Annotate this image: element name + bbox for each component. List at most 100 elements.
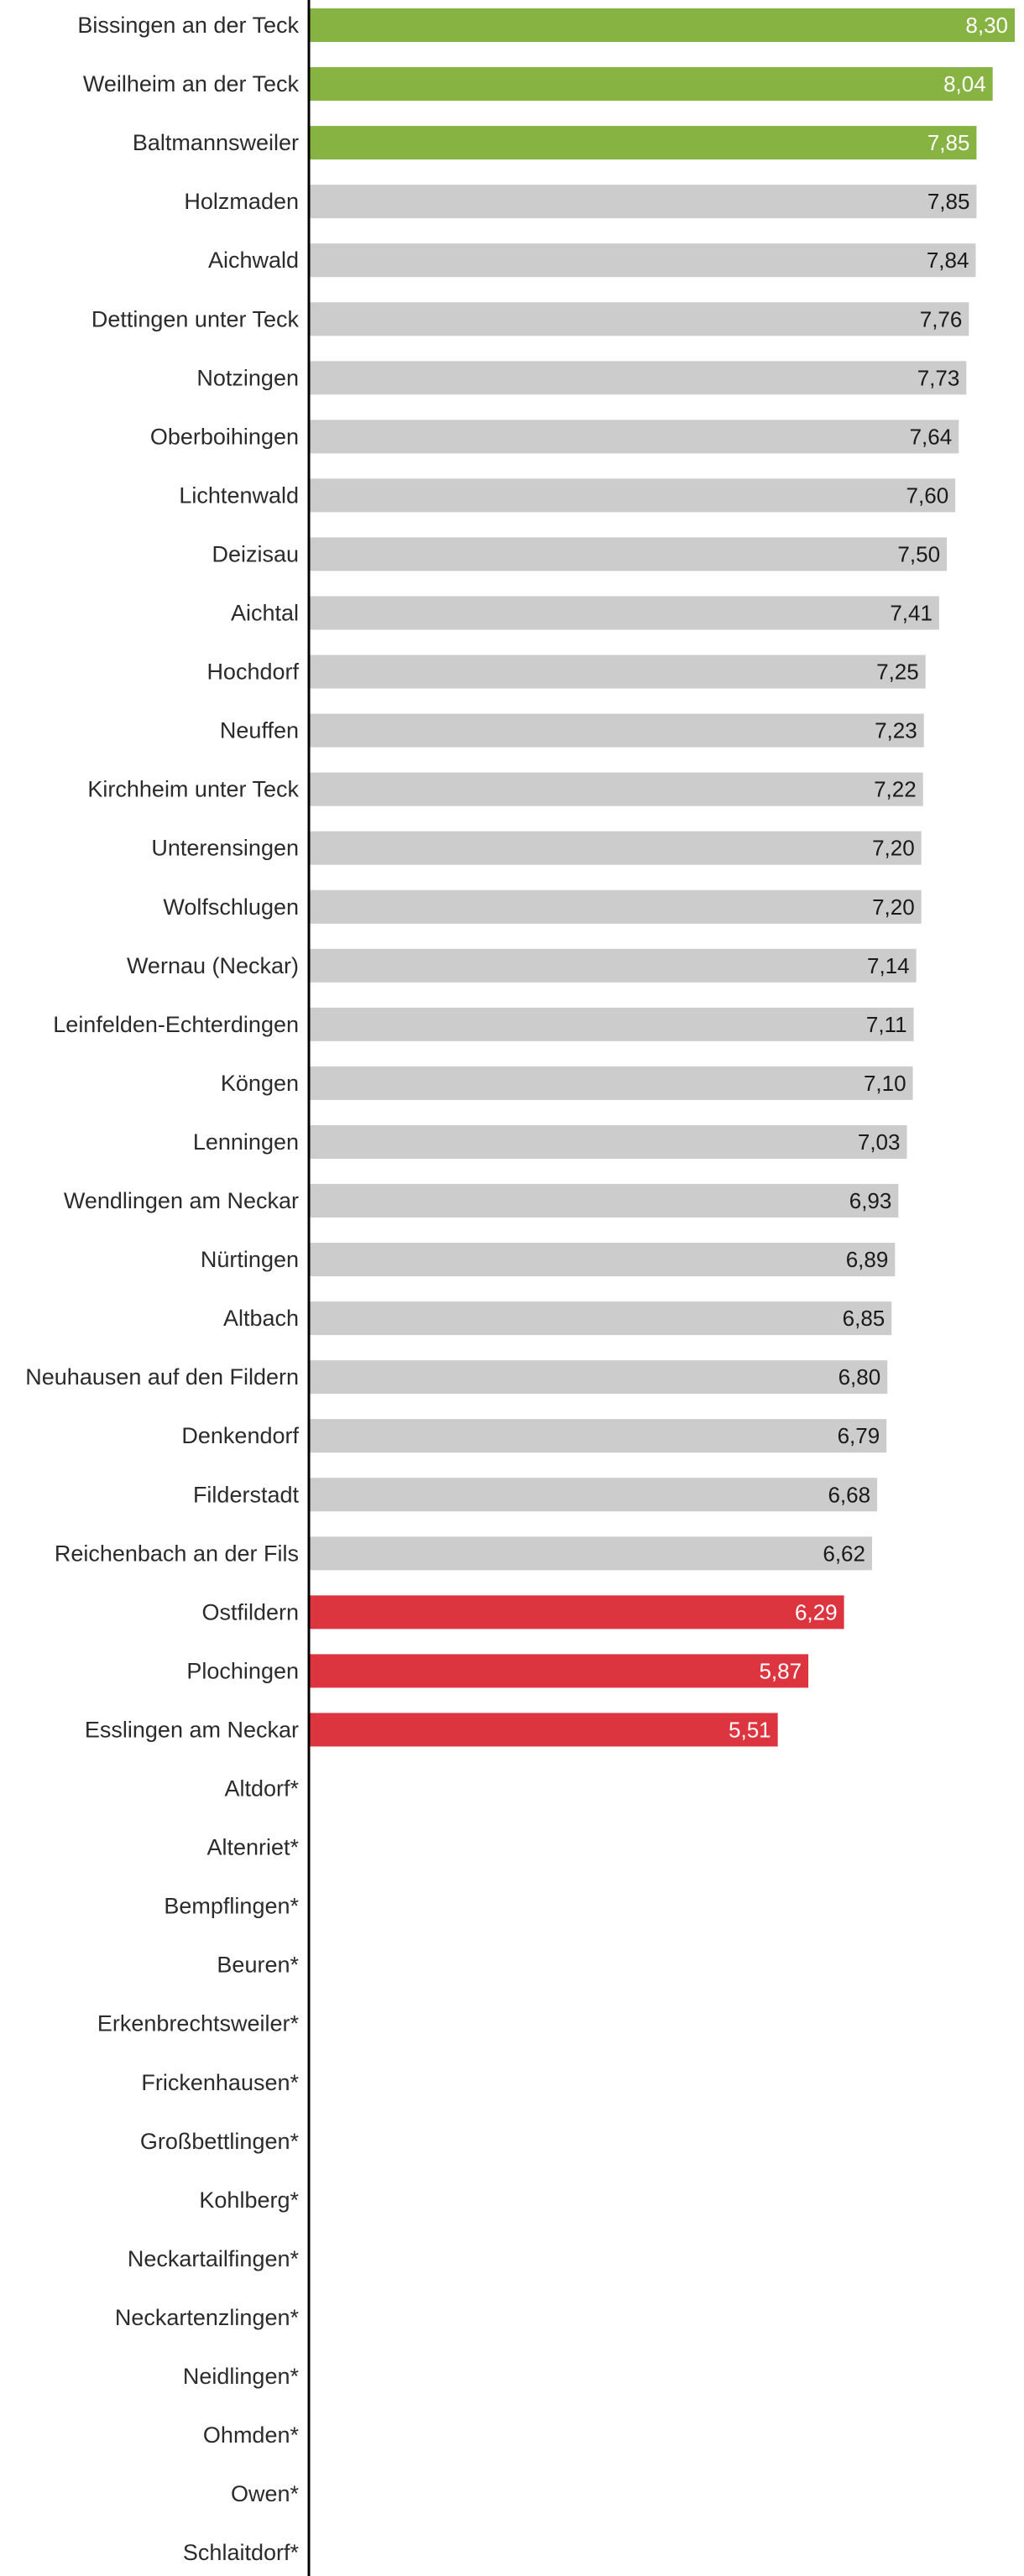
value-label-dettingen-unter-teck: 7,76 — [920, 306, 963, 331]
value-label-filderstadt: 6,68 — [828, 1482, 870, 1507]
category-label-schlaitdorf: Schlaitdorf* — [183, 2540, 300, 2565]
value-label-holzmaden: 7,85 — [927, 189, 970, 214]
category-label-lenningen: Lenningen — [193, 1129, 299, 1155]
bar-weilheim-an-der-teck — [310, 67, 993, 102]
category-label-bissingen-an-der-teck: Bissingen an der Teck — [77, 13, 299, 38]
category-label-neckartailfingen: Neckartailfingen* — [128, 2246, 300, 2271]
category-label-aichtal: Aichtal — [231, 601, 299, 626]
value-label-bissingen-an-der-teck: 8,30 — [965, 13, 1008, 38]
category-label-wernau-neckar: Wernau (Neckar) — [127, 953, 299, 978]
category-label-leinfelden-echterdingen: Leinfelden-Echterdingen — [53, 1012, 299, 1037]
category-label-notzingen: Notzingen — [196, 365, 299, 390]
value-label-köngen: 7,10 — [864, 1071, 906, 1096]
bar-unterensingen — [310, 831, 922, 865]
category-label-ostfildern: Ostfildern — [201, 1599, 299, 1624]
bar-reichenbach-an-der-fils — [310, 1536, 872, 1571]
bar-esslingen-am-neckar — [310, 1713, 778, 1747]
value-label-lenningen: 7,03 — [858, 1129, 901, 1155]
bar-oberboihingen — [310, 420, 959, 454]
value-label-neuffen: 7,23 — [875, 718, 917, 743]
bar-neuhausen-auf-den-fildern — [310, 1360, 888, 1395]
bar-lenningen — [310, 1124, 907, 1159]
category-label-kohlberg: Kohlberg* — [199, 2188, 299, 2213]
bar-dettingen-unter-teck — [310, 302, 969, 336]
category-label-frickenhausen: Frickenhausen* — [141, 2070, 299, 2095]
value-label-wernau-neckar: 7,14 — [867, 953, 910, 978]
category-label-aichwald: Aichwald — [208, 248, 299, 273]
value-label-deizisau: 7,50 — [897, 541, 940, 566]
bar-notzingen — [310, 361, 967, 395]
category-label-deizisau: Deizisau — [212, 541, 299, 566]
bar-wernau-neckar — [310, 948, 917, 983]
category-label-owen: Owen* — [231, 2481, 300, 2506]
bar-leinfelden-echterdingen — [310, 1007, 914, 1041]
category-label-altbach: Altbach — [223, 1306, 299, 1331]
category-label-nürtingen: Nürtingen — [201, 1247, 299, 1272]
value-label-denkendorf: 6,79 — [838, 1423, 880, 1448]
bar-aichtal — [310, 596, 939, 630]
value-label-hochdorf: 7,25 — [876, 660, 919, 685]
bars-layer: 8,30 8,04 7,85 7,85 7,84 7,76 7,73 7,64 7,60 7,50… — [310, 8, 1015, 1747]
category-label-neuhausen-auf-den-fildern: Neuhausen auf den Fildern — [25, 1364, 299, 1390]
category-label-reichenbach-an-der-fils: Reichenbach an der Fils — [55, 1541, 299, 1566]
bar-nürtingen — [310, 1243, 896, 1277]
bar-plochingen — [310, 1654, 809, 1688]
value-label-plochingen: 5,87 — [759, 1658, 802, 1683]
category-label-altdorf: Altdorf* — [224, 1776, 299, 1802]
value-label-leinfelden-echterdingen: 7,11 — [866, 1012, 907, 1037]
value-label-altbach: 6,85 — [843, 1306, 886, 1331]
category-label-wolfschlugen: Wolfschlugen — [163, 894, 299, 920]
bar-hochdorf — [310, 654, 926, 689]
value-label-wendlingen-am-neckar: 6,93 — [849, 1188, 892, 1213]
bar-wolfschlugen — [310, 889, 922, 924]
category-label-neuffen: Neuffen — [220, 718, 299, 743]
category-label-neidlingen: Neidlingen* — [183, 2364, 300, 2389]
bar-köngen — [310, 1066, 913, 1100]
value-label-aichtal: 7,41 — [890, 601, 933, 626]
value-label-wolfschlugen: 7,20 — [872, 894, 915, 920]
value-label-nürtingen: 6,89 — [846, 1247, 889, 1272]
category-label-erkenbrechtsweiler: Erkenbrechtsweiler* — [97, 2011, 300, 2036]
value-label-unterensingen: 7,20 — [872, 836, 915, 861]
bar-filderstadt — [310, 1478, 878, 1512]
category-label-neckartenzlingen: Neckartenzlingen* — [115, 2305, 300, 2330]
value-label-aichwald: 7,84 — [927, 248, 969, 273]
bar-baltmannsweiler — [310, 126, 977, 160]
category-label-dettingen-unter-teck: Dettingen unter Teck — [91, 306, 300, 331]
bar-aichwald — [310, 243, 976, 278]
bar-ostfildern — [310, 1595, 844, 1630]
category-label-hochdorf: Hochdorf — [206, 660, 299, 685]
category-label-köngen: Köngen — [221, 1071, 299, 1096]
value-label-reichenbach-an-der-fils: 6,62 — [823, 1541, 865, 1566]
value-label-baltmannsweiler: 7,85 — [927, 130, 970, 155]
bar-bissingen-an-der-teck — [310, 8, 1015, 42]
category-label-plochingen: Plochingen — [186, 1658, 299, 1683]
bar-denkendorf — [310, 1419, 887, 1453]
value-label-lichtenwald: 7,60 — [906, 482, 949, 508]
category-label-wendlingen-am-neckar: Wendlingen am Neckar — [64, 1188, 299, 1213]
category-label-ohmden: Ohmden* — [203, 2422, 300, 2448]
value-label-neuhausen-auf-den-fildern: 6,80 — [839, 1364, 881, 1390]
value-label-weilheim-an-der-teck: 8,04 — [943, 71, 986, 96]
category-label-beuren: Beuren* — [217, 1953, 299, 1978]
value-label-notzingen: 7,73 — [917, 365, 960, 390]
category-label-weilheim-an-der-teck: Weilheim an der Teck — [83, 71, 300, 96]
value-label-oberboihingen: 7,64 — [910, 424, 953, 449]
category-label-lichtenwald: Lichtenwald — [179, 482, 299, 508]
category-label-denkendorf: Denkendorf — [181, 1423, 299, 1448]
bar-neuffen — [310, 713, 924, 748]
bar-altbach — [310, 1301, 892, 1336]
category-labels-layer: Bissingen an der Teck Weilheim an der Tec… — [25, 13, 299, 2565]
bar-lichtenwald — [310, 478, 956, 513]
category-label-altenriet: Altenriet* — [206, 1835, 299, 1860]
category-label-bempflingen: Bempflingen* — [164, 1894, 299, 1919]
bar-holzmaden — [310, 185, 977, 219]
bar-kirchheim-unter-teck — [310, 772, 923, 806]
bar-deizisau — [310, 537, 948, 571]
category-label-filderstadt: Filderstadt — [193, 1482, 300, 1507]
category-label-unterensingen: Unterensingen — [151, 836, 299, 861]
value-label-ostfildern: 6,29 — [795, 1599, 838, 1624]
category-label-baltmannsweiler: Baltmannsweiler — [133, 130, 299, 155]
category-label-großbettlingen: Großbettlingen* — [140, 2129, 300, 2154]
